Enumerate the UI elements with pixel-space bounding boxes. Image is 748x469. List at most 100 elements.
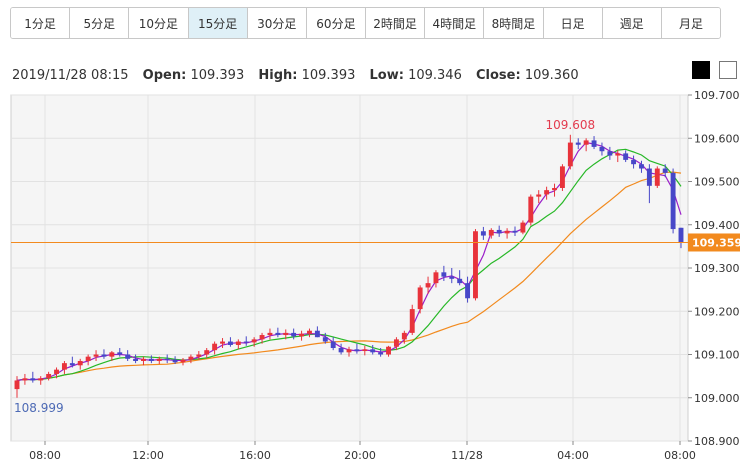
candle-body <box>212 343 218 351</box>
candle-body <box>141 358 146 361</box>
candle-body <box>38 378 44 381</box>
candle-body <box>220 341 225 344</box>
candle-body <box>22 378 28 381</box>
tab-3[interactable]: 15分足 <box>188 8 248 38</box>
x-tick-label: 20:00 <box>344 449 376 462</box>
candle-body <box>409 309 415 333</box>
low-annotation: 108.999 <box>14 401 64 415</box>
candle-body <box>291 332 297 337</box>
candle-body <box>488 229 494 236</box>
candle-body <box>362 349 368 352</box>
candle-body <box>46 373 52 379</box>
ohlc-info: 2019/11/28 08:15 Open: 109.393 High: 109… <box>12 68 579 83</box>
x-tick-label: 04:00 <box>557 449 589 462</box>
candle-body <box>425 283 431 288</box>
candle-body <box>180 359 186 363</box>
candle-body <box>148 358 154 361</box>
candle-body <box>607 151 613 156</box>
candle-body <box>259 335 265 340</box>
candle-body <box>156 358 162 361</box>
candle-body <box>417 287 423 310</box>
tab-11[interactable]: 月足 <box>661 8 720 38</box>
low-label: Low: <box>369 68 404 83</box>
open-label: Open: <box>142 68 187 83</box>
tab-6[interactable]: 2時間足 <box>366 8 426 38</box>
candle-body <box>662 168 668 173</box>
candle-body <box>536 194 542 197</box>
candle-body <box>322 337 328 342</box>
candle-body <box>283 332 289 336</box>
candle-body <box>54 369 59 374</box>
candle-body <box>441 272 447 277</box>
candle-body <box>583 140 589 145</box>
y-tick-label: 109.600 <box>694 132 740 145</box>
tab-9[interactable]: 日足 <box>543 8 603 38</box>
dark-theme-swatch[interactable] <box>692 61 710 79</box>
candle-body <box>567 142 573 167</box>
x-tick-label: 08:00 <box>664 449 696 462</box>
candle-body <box>559 166 565 188</box>
close-label: Close: <box>476 68 521 83</box>
timeframe-tabs: 1分足 5分足 10分足 15分足 30分足 60分足 2時間足 4時間足 8時間足 日足 週足 月足 <box>10 7 721 39</box>
candle-body <box>164 358 170 360</box>
y-tick-label: 109.400 <box>694 219 740 232</box>
candle-body <box>591 140 597 147</box>
tab-1[interactable]: 5分足 <box>70 8 130 38</box>
candle-body <box>354 349 360 352</box>
candle-body <box>520 222 526 233</box>
candle-body <box>401 332 407 340</box>
tab-8[interactable]: 8時間足 <box>484 8 544 38</box>
candle-body <box>496 229 502 234</box>
candle-body <box>646 168 652 186</box>
candle-body <box>639 164 644 169</box>
tab-7[interactable]: 4時間足 <box>425 8 485 38</box>
candle-body <box>204 350 210 355</box>
y-tick-label: 109.300 <box>694 262 740 275</box>
candle-body <box>457 278 463 284</box>
light-theme-swatch[interactable] <box>719 61 737 79</box>
candle-body <box>528 196 534 223</box>
candle-body <box>275 332 281 336</box>
candle-body <box>386 346 391 355</box>
tab-5[interactable]: 60分足 <box>306 8 367 38</box>
candle-body <box>188 356 194 360</box>
candle-body <box>251 339 257 343</box>
candle-body <box>631 159 637 165</box>
y-tick-label: 109.000 <box>694 392 740 405</box>
candle-body <box>433 272 439 284</box>
candle-body <box>370 349 376 353</box>
tab-0[interactable]: 1分足 <box>11 8 71 38</box>
candle-body <box>480 231 486 236</box>
candle-body <box>101 354 107 357</box>
candle-body <box>623 153 629 160</box>
tab-2[interactable]: 10分足 <box>129 8 189 38</box>
candle-body <box>235 341 241 345</box>
tab-4[interactable]: 30分足 <box>247 8 307 38</box>
candle-body <box>299 333 305 337</box>
tab-10[interactable]: 週足 <box>602 8 662 38</box>
y-tick-label: 109.100 <box>694 349 740 362</box>
x-tick-label: 12:00 <box>132 449 164 462</box>
y-tick-label: 109.700 <box>694 89 740 102</box>
candle-body <box>307 330 312 334</box>
candle-body <box>172 359 178 363</box>
candle-body <box>512 230 518 233</box>
candle-body <box>615 153 621 156</box>
high-annotation: 109.608 <box>546 118 596 132</box>
y-tick-label: 109.200 <box>694 305 740 318</box>
candle-body <box>196 354 202 357</box>
high-value: 109.393 <box>301 68 356 83</box>
x-tick-label: 11/28 <box>451 449 483 462</box>
low-value: 109.346 <box>408 68 462 83</box>
candle-body <box>473 231 478 299</box>
candle-body <box>109 352 115 357</box>
candle-body <box>69 363 75 366</box>
candle-body <box>14 380 20 390</box>
candle-body <box>61 363 67 370</box>
candle-body <box>243 341 249 343</box>
y-tick-label: 109.500 <box>694 176 740 189</box>
candle-body <box>504 230 510 234</box>
candle-body <box>670 172 676 230</box>
candle-body <box>85 356 91 361</box>
